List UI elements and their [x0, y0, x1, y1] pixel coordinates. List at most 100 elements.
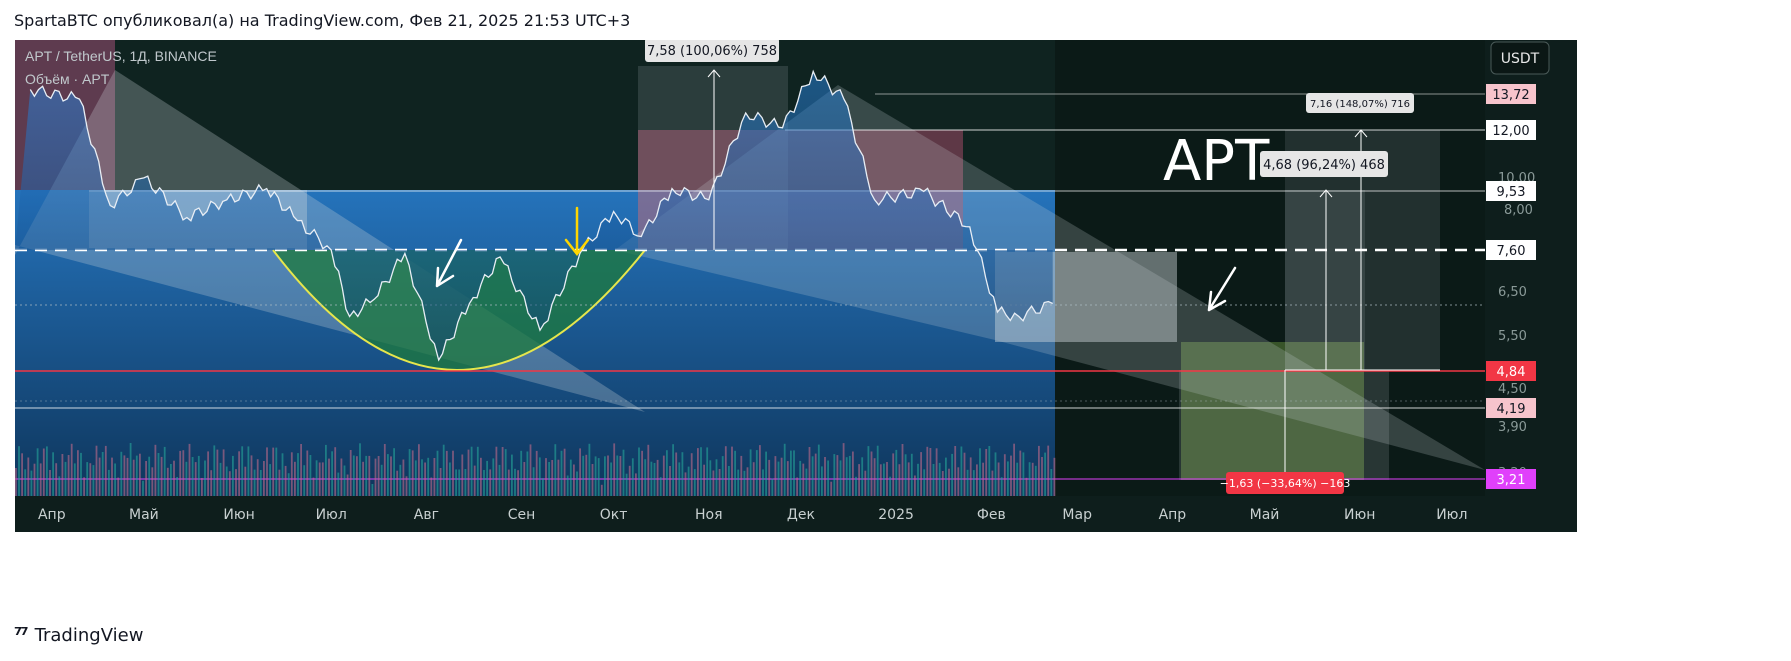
volume-bar: [263, 461, 265, 496]
volume-bar: [774, 456, 777, 496]
volume-bar: [104, 445, 107, 496]
volume-bar: [656, 459, 659, 496]
volume-bar: [517, 470, 519, 496]
x-tick: Сен: [508, 507, 536, 523]
volume-bar: [576, 471, 578, 496]
volume-bar: [204, 460, 206, 496]
volume-bar: [976, 464, 978, 496]
volume-bar: [213, 445, 216, 496]
volume-bar: [290, 452, 293, 496]
volume-bar: [148, 456, 151, 496]
volume-bar: [185, 461, 188, 496]
x-tick: Май: [129, 507, 159, 523]
volume-bar: [1022, 452, 1025, 496]
volume-bar: [988, 446, 991, 496]
volume-bar: [669, 466, 671, 496]
volume-bar: [945, 457, 947, 496]
volume-bar: [501, 447, 504, 496]
volume-bar: [46, 446, 48, 496]
currency-button[interactable]: USDT: [1490, 41, 1550, 75]
measure-label-4: −1,63 (−33,64%) −163: [1220, 472, 1350, 494]
volume-bar: [197, 455, 200, 496]
volume-bar: [951, 453, 953, 496]
x-tick: Фев: [977, 507, 1006, 523]
volume-bar: [635, 473, 637, 496]
volume-bar: [160, 456, 163, 496]
chart-right-pane: [1055, 40, 1485, 496]
y-tick: 4,50: [1498, 382, 1527, 397]
volume-bar: [910, 453, 913, 496]
volume-bar: [216, 449, 219, 496]
volume-bar: [759, 445, 761, 496]
y-tick: 6,50: [1498, 285, 1527, 300]
volume-bar: [1047, 445, 1050, 496]
volume-bar: [399, 464, 402, 496]
volume-bar: [907, 462, 910, 496]
volume-bar: [662, 455, 665, 496]
volume-bar: [845, 457, 848, 496]
volume-bar: [755, 450, 758, 496]
volume-bar: [461, 454, 464, 496]
volume-bar: [703, 464, 705, 496]
volume-bar: [349, 450, 352, 496]
volume-bar: [278, 469, 281, 496]
volume-bar: [272, 447, 275, 496]
volume-bar: [439, 468, 442, 496]
volume-bar: [411, 450, 414, 496]
volume-bar: [55, 463, 58, 496]
volume-bar: [848, 455, 851, 496]
measure-label-3-text: 4,68 (96,24%) 468: [1263, 158, 1385, 173]
volume-bar: [1034, 465, 1037, 496]
price-tag-text: 3,21: [1497, 473, 1526, 488]
volume-bar: [52, 452, 54, 496]
volume-bar: [613, 443, 616, 496]
volume-bar: [458, 469, 461, 496]
volume-bar: [442, 444, 445, 496]
volume-bar: [532, 467, 535, 496]
volume-bar: [145, 461, 147, 496]
volume-bar: [641, 450, 643, 496]
volume-bar: [644, 459, 647, 496]
measure-label-3: 4,68 (96,24%) 468: [1260, 151, 1388, 177]
volume-bar: [765, 451, 767, 496]
footer-brand[interactable]: ⁷⁷ TradingView: [14, 624, 143, 646]
volume-bar: [321, 462, 324, 496]
volume-bar: [610, 462, 612, 496]
x-tick: Июл: [1436, 507, 1467, 523]
volume-bar: [923, 469, 926, 496]
volume-bar: [545, 458, 547, 496]
publish-caption: SpartaBTC опубликовал(а) на TradingView.…: [14, 11, 631, 30]
volume-bar: [380, 464, 383, 496]
volume-bar: [21, 453, 23, 496]
price-tag-text: 13,72: [1492, 88, 1529, 103]
volume-bar: [883, 463, 885, 496]
volume-bar: [706, 447, 709, 496]
volume-bar: [126, 457, 129, 496]
price-chart[interactable]: APT / TetherUS, 1Д, BINANCE Объём · APT …: [15, 40, 1777, 532]
volume-bar: [352, 455, 355, 496]
volume-bar: [917, 463, 919, 496]
volume-bar: [371, 484, 374, 496]
x-tick: Дек: [787, 507, 815, 523]
volume-bar: [616, 455, 619, 496]
volume-bar: [1041, 457, 1043, 496]
volume-bar: [591, 464, 594, 496]
volume-bar: [173, 460, 175, 496]
time-axis[interactable]: [15, 496, 1485, 532]
volume-bar: [839, 460, 842, 496]
volume-bar: [182, 450, 185, 496]
volume-bar: [582, 455, 585, 496]
volume-bar: [476, 446, 479, 496]
volume-bar: [817, 444, 820, 496]
volume-bar: [49, 470, 51, 496]
volume-bar: [929, 448, 932, 496]
volume-bar: [827, 460, 829, 496]
volume-bar: [1010, 455, 1012, 496]
volume-bar: [259, 470, 262, 496]
price-tag-3-21: 3,21: [1486, 469, 1536, 489]
volume-bar: [151, 467, 154, 496]
volume-bar: [309, 455, 312, 496]
volume-bar: [492, 458, 495, 496]
volume-bar: [625, 473, 628, 496]
measure-label-1-text: 7,58 (100,06%) 758: [647, 44, 777, 59]
